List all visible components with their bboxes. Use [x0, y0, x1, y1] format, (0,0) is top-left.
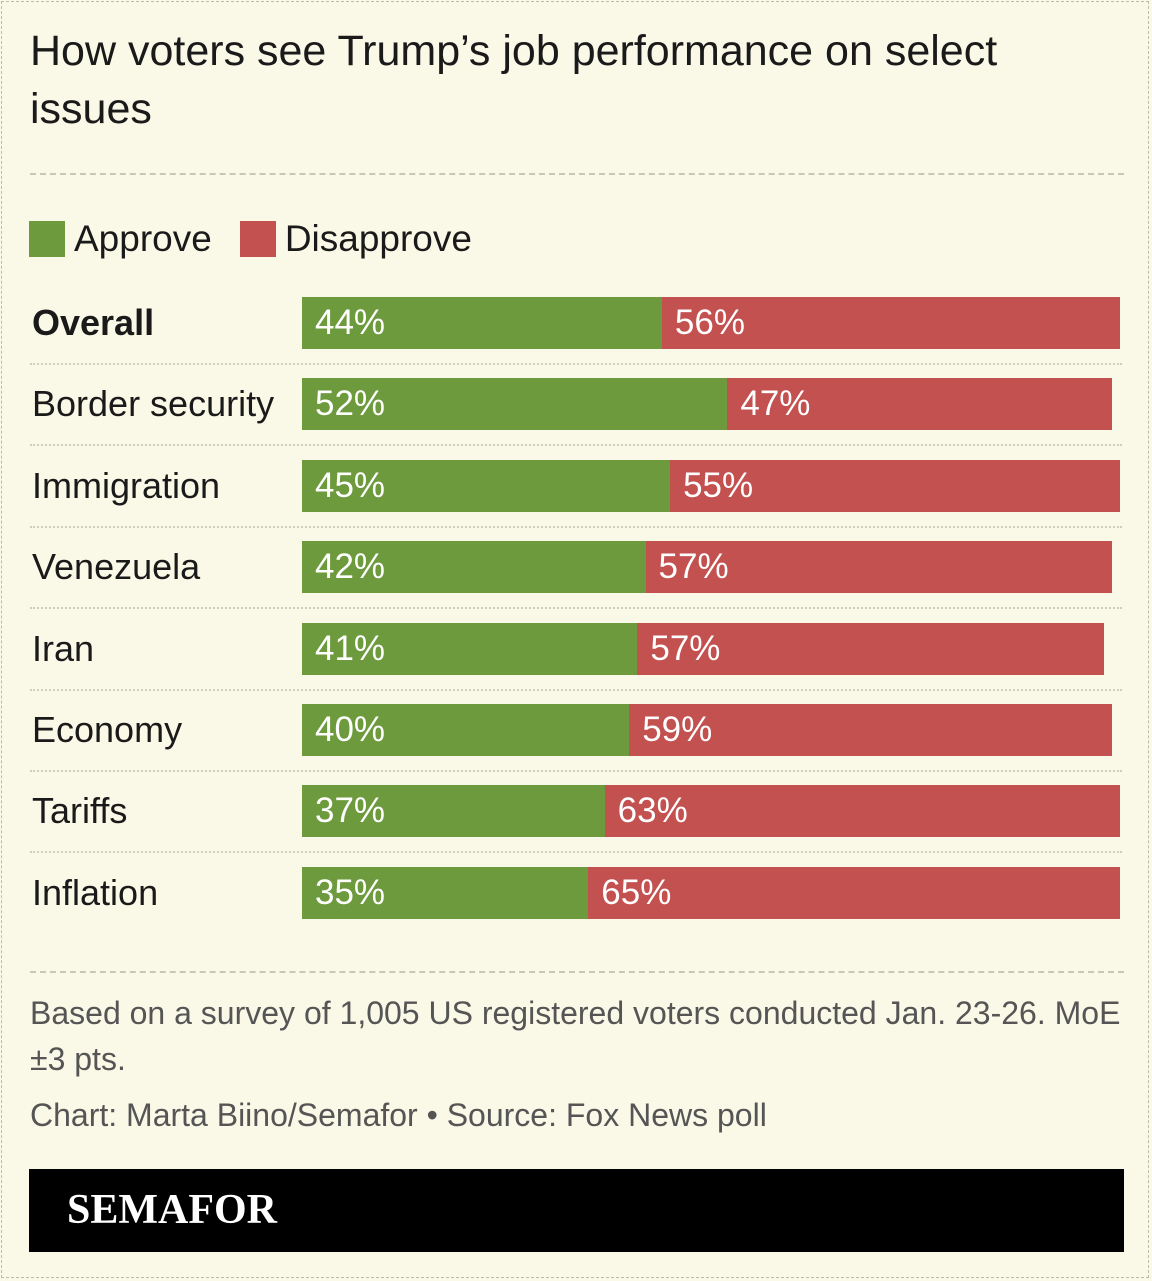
- bar-row: Venezuela 42% 57%: [0, 526, 1152, 610]
- bar-approve: 37%: [302, 785, 605, 838]
- category-label: Iran: [32, 627, 95, 669]
- legend-swatch-approve: [29, 221, 65, 257]
- bar-disapprove: 47%: [727, 378, 1112, 431]
- data-label: 59%: [642, 710, 713, 749]
- data-label: 42%: [315, 547, 386, 587]
- bar-row: Tariffs 37% 63%: [0, 770, 1152, 854]
- row-separator: [30, 525, 1122, 528]
- data-label: 44%: [315, 303, 386, 342]
- data-label: 41%: [315, 628, 386, 668]
- data-label: 57%: [650, 628, 721, 668]
- row-separator: [30, 770, 1122, 772]
- bar-disapprove: 59%: [629, 704, 1112, 756]
- bar-approve: 40%: [302, 704, 630, 756]
- bar-approve: 44%: [302, 297, 662, 349]
- data-label: 47%: [740, 384, 811, 424]
- row-separator: [30, 444, 1122, 447]
- bar-row: Economy 40% 59%: [0, 689, 1152, 772]
- bar-approve: 42%: [302, 541, 646, 594]
- category-label: Border security: [32, 383, 275, 425]
- semafor-logo: SEMAFOR: [67, 1187, 277, 1233]
- legend-label-approve: Approve: [74, 218, 212, 259]
- bar-disapprove: 63%: [604, 785, 1120, 838]
- data-label: 56%: [674, 303, 745, 342]
- category-label: Immigration: [32, 464, 221, 506]
- row-separator: [30, 363, 1122, 365]
- bar-row: Border security 52% 47%: [0, 363, 1152, 447]
- data-label: 35%: [315, 872, 386, 912]
- legend-swatch-disapprove: [239, 221, 276, 257]
- chart-title: How voters see Trump’s job performance o…: [30, 27, 998, 133]
- legend-disapprove: Disapprove: [239, 218, 472, 260]
- bar-approve: 41%: [302, 622, 638, 675]
- data-label: 37%: [315, 791, 386, 831]
- chart-note: Based on a survey of 1,005 US registered…: [30, 995, 1121, 1077]
- legend: Approve Disapprove: [29, 218, 500, 260]
- divider: [30, 971, 1124, 973]
- divider: [30, 173, 1124, 175]
- category-label: Inflation: [32, 871, 159, 913]
- bar-approve: 52%: [302, 378, 728, 431]
- category-label: Tariffs: [32, 790, 128, 832]
- category-label: Overall: [32, 302, 155, 343]
- data-label: 52%: [315, 384, 386, 424]
- bar-row: Inflation 35% 65%: [0, 852, 1152, 934]
- data-label: 57%: [658, 547, 729, 587]
- bar-disapprove: 55%: [670, 459, 1120, 512]
- data-label: 40%: [315, 710, 386, 749]
- bar-disapprove: 57%: [645, 541, 1112, 594]
- legend-approve: Approve: [29, 218, 212, 260]
- data-label: 63%: [617, 791, 688, 831]
- bar-disapprove: 57%: [637, 622, 1104, 675]
- chart-credit: Chart: Marta Biino/Semafor • Source: Fox…: [30, 1097, 767, 1133]
- data-label: 55%: [683, 465, 754, 505]
- bar-approve: 35%: [302, 866, 589, 919]
- data-label: 45%: [315, 465, 386, 505]
- bar-approve: 45%: [302, 459, 671, 512]
- bar-disapprove: 65%: [588, 866, 1120, 919]
- bar-row: Overall 44% 56%: [0, 282, 1152, 365]
- bar-row: Immigration 45% 55%: [0, 445, 1152, 528]
- category-label: Economy: [32, 709, 183, 750]
- row-separator: [30, 851, 1122, 854]
- category-label: Venezuela: [32, 546, 201, 588]
- bar-row: Iran 41% 57%: [0, 608, 1152, 691]
- legend-label-disapprove: Disapprove: [284, 218, 472, 259]
- row-separator: [30, 607, 1122, 610]
- row-separator: [30, 688, 1122, 691]
- footer: SEMAFOR: [29, 1169, 1124, 1252]
- data-label: 65%: [601, 872, 672, 912]
- bar-disapprove: 56%: [661, 297, 1120, 349]
